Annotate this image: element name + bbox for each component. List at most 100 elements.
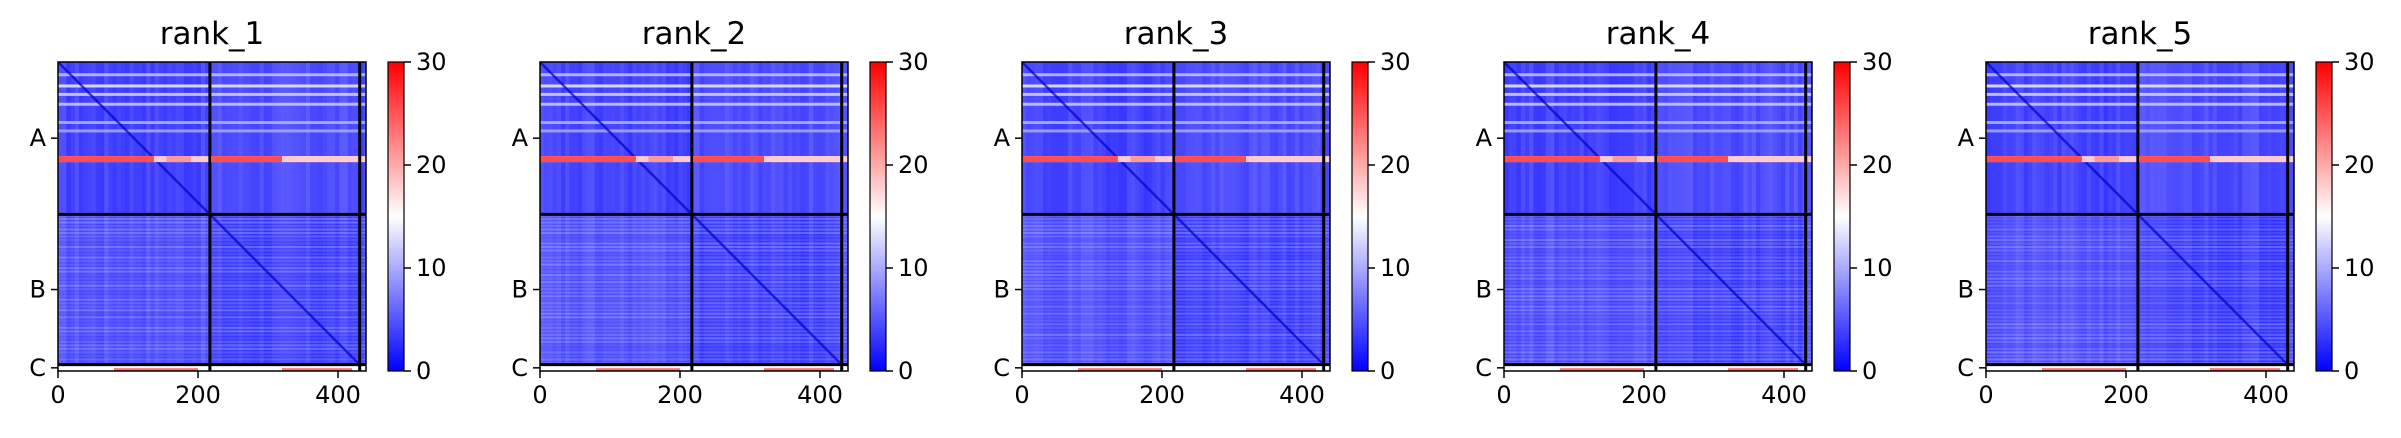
stripe-col xyxy=(171,62,176,371)
stripe-col xyxy=(293,62,298,371)
stripe-col xyxy=(1781,62,1786,371)
stripe-col xyxy=(1789,62,1794,371)
stripe-col xyxy=(1160,62,1165,371)
stripe-row xyxy=(58,291,366,294)
colorbar-gradient xyxy=(869,61,887,372)
stripe-col xyxy=(1118,62,1123,371)
stripe-col xyxy=(1269,62,1274,371)
stripe-row xyxy=(1504,330,1812,333)
stripe-row xyxy=(1986,347,2294,350)
chain-C-high xyxy=(282,368,352,371)
stripe-col xyxy=(1760,62,1765,371)
row-band xyxy=(1986,92,2294,96)
stripe-row xyxy=(58,347,366,350)
stripe-col xyxy=(314,62,319,371)
stripe-col xyxy=(1261,62,1266,371)
stripe-row xyxy=(1022,337,1330,340)
row-band xyxy=(1986,102,2294,106)
stripe-col xyxy=(1537,62,1542,371)
colorbar-tick-label: 0 xyxy=(1862,357,1877,385)
stripe-col xyxy=(1299,62,1304,371)
diagonal xyxy=(540,62,848,371)
x-tick-label: 400 xyxy=(1761,381,1807,409)
stripe-row xyxy=(540,231,848,235)
chain-C-rows xyxy=(58,364,366,371)
stripe-row xyxy=(1504,333,1812,336)
stripe-col xyxy=(87,62,92,371)
row-band xyxy=(1504,73,1812,77)
high-error-seg-1 xyxy=(1986,156,2082,163)
stripe-row xyxy=(58,340,366,343)
stripe-row xyxy=(540,228,848,231)
x-tick-label: 0 xyxy=(1014,381,1029,409)
panel-title: rank_1 xyxy=(160,16,265,52)
stripe-row xyxy=(1022,238,1330,242)
stripe-row xyxy=(58,333,366,336)
stripe-col xyxy=(1651,62,1656,371)
stripe-col xyxy=(787,62,792,371)
stripe-row xyxy=(540,291,848,294)
stripe-row xyxy=(1504,305,1812,308)
y-tick-label: A xyxy=(30,124,47,152)
stripe-col xyxy=(720,62,725,371)
stripe-row xyxy=(1504,224,1812,228)
y-tick-label: B xyxy=(1476,276,1492,304)
stripe-row xyxy=(540,288,848,291)
stripe-col xyxy=(1634,62,1639,371)
stripe-row xyxy=(1986,330,2294,333)
stripe-col xyxy=(1998,62,2003,371)
stripe-col xyxy=(1550,62,1555,371)
high-error-seg-2 xyxy=(1612,156,1637,163)
stripe-col xyxy=(1076,62,1081,371)
stripe-col xyxy=(1688,62,1693,371)
stripe-col xyxy=(594,62,599,371)
stripe-col xyxy=(1202,62,1207,371)
stripe-row xyxy=(1986,224,2294,228)
stripe-col xyxy=(783,62,788,371)
stripe-col xyxy=(142,62,147,371)
stripe-col xyxy=(729,62,734,371)
stripe-row xyxy=(1022,291,1330,294)
stripe-col xyxy=(2271,62,2276,371)
stripe-col xyxy=(1030,62,1035,371)
x-tick-label: 400 xyxy=(2243,381,2289,409)
stripe-col xyxy=(1164,62,1169,371)
stripe-row xyxy=(1022,358,1330,361)
stripe-col xyxy=(1114,62,1119,371)
stripe-col xyxy=(2170,62,2175,371)
stripe-row xyxy=(58,267,366,270)
stripe-col xyxy=(2175,62,2180,371)
stripe-col xyxy=(1504,62,1509,371)
stripe-row xyxy=(1504,358,1812,361)
stripe-col xyxy=(1756,62,1761,371)
stripe-col xyxy=(1777,62,1782,371)
x-tick-label: 0 xyxy=(1978,381,1993,409)
stripe-col xyxy=(154,62,159,371)
stripe-col xyxy=(2053,62,2058,371)
stripe-row xyxy=(1022,242,1330,245)
stripe-col xyxy=(1026,62,1031,371)
row-band xyxy=(540,73,848,77)
stripe-col xyxy=(724,62,729,371)
stripe-col xyxy=(1055,62,1060,371)
stripe-row xyxy=(540,284,848,287)
stripe-col xyxy=(1680,62,1685,371)
stripe-row xyxy=(1022,312,1330,315)
stripe-col xyxy=(230,62,235,371)
stripe-row xyxy=(1986,238,2294,242)
stripe-col xyxy=(2200,62,2205,371)
stripe-row xyxy=(1504,326,1812,329)
row-band xyxy=(58,102,366,106)
chain-C-high xyxy=(1560,368,1644,371)
stripe-col xyxy=(569,62,574,371)
stripe-col xyxy=(2015,62,2020,371)
stripe-col xyxy=(2259,62,2264,371)
chain-C-high xyxy=(2042,368,2126,371)
y-tick-label: C xyxy=(993,354,1010,382)
stripe-row xyxy=(58,323,366,326)
stripe-row xyxy=(1022,340,1330,343)
stripe-row xyxy=(1986,305,2294,308)
stripe-row xyxy=(58,231,366,235)
stripe-row xyxy=(1986,221,2294,224)
stripe-col xyxy=(226,62,231,371)
